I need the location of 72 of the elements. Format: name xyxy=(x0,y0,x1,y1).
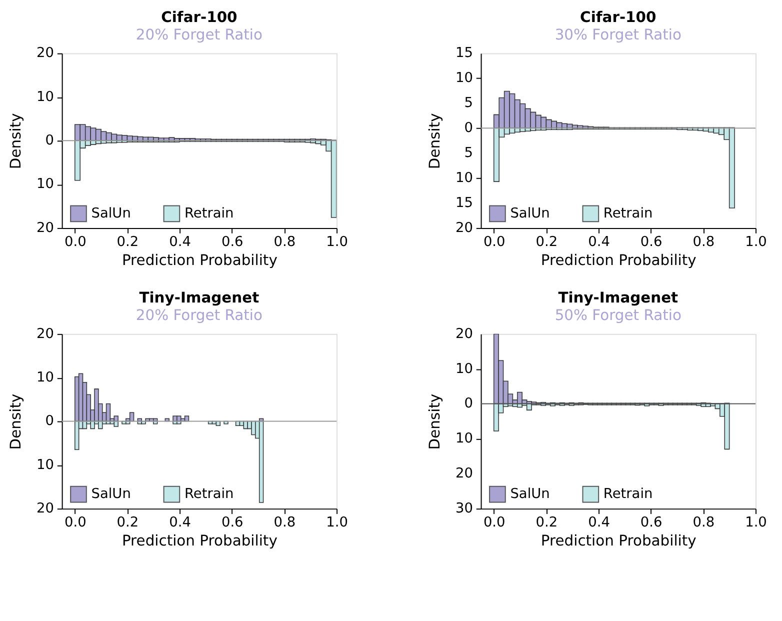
x-tick-label: 0.2 xyxy=(536,514,558,531)
x-tick-label: 0.0 xyxy=(64,514,86,531)
y-tick-label: 5 xyxy=(464,95,473,112)
legend-label: SalUn xyxy=(510,206,550,222)
x-tick-label: 0.8 xyxy=(692,234,715,250)
x-tick-label: 0.6 xyxy=(221,234,244,250)
y-tick-label: 20 xyxy=(455,220,473,236)
x-tick-label: 0.4 xyxy=(588,514,610,531)
legend-label: Retrain xyxy=(184,486,234,502)
x-tick-label: 1.0 xyxy=(745,514,767,531)
x-tick-label: 0.4 xyxy=(588,234,610,250)
y-tick-label: 15 xyxy=(455,45,473,62)
legend-label: Retrain xyxy=(603,206,653,222)
chart-subtitle: 30% Forget Ratio xyxy=(554,26,682,44)
chart-title: Cifar-100 xyxy=(161,8,238,26)
y-tick-label: 20 xyxy=(36,326,54,342)
chart-subtitle: 20% Forget Ratio xyxy=(136,307,262,324)
y-tick-label: 10 xyxy=(455,70,473,86)
legend-label: SalUn xyxy=(91,486,131,502)
x-tick-label: 0.6 xyxy=(221,514,244,531)
x-tick-label: 0.8 xyxy=(692,514,715,531)
y-tick-label: 10 xyxy=(36,370,54,386)
x-axis-title: Prediction Probability xyxy=(122,532,278,550)
x-axis-title: Prediction Probability xyxy=(122,252,278,269)
legend-label: SalUn xyxy=(91,206,131,222)
x-tick-label: 0.0 xyxy=(64,234,86,250)
x-tick-label: 0.2 xyxy=(536,234,558,250)
y-tick-label: 10 xyxy=(36,88,54,105)
y-tick-label: 20 xyxy=(455,466,473,482)
x-tick-label: 0.4 xyxy=(169,514,191,531)
x-tick-label: 0.0 xyxy=(483,514,506,531)
y-tick-label: 10 xyxy=(36,456,54,473)
x-tick-label: 1.0 xyxy=(326,514,348,531)
y-tick-label: 10 xyxy=(36,176,54,192)
x-axis-title: Prediction Probability xyxy=(540,252,697,269)
y-tick-label: 0 xyxy=(464,396,473,412)
y-tick-label: 20 xyxy=(36,220,54,236)
y-tick-label: 20 xyxy=(455,326,473,342)
chart-title: Tiny-Imagenet xyxy=(139,290,260,307)
y-tick-label: 0 xyxy=(464,120,473,136)
x-tick-label: 1.0 xyxy=(326,234,348,250)
legend-label: Retrain xyxy=(603,486,653,502)
y-tick-label: 5 xyxy=(464,145,473,162)
y-axis-title: Density xyxy=(8,112,25,170)
y-tick-label: 0 xyxy=(45,132,54,149)
chart-title: Cifar-100 xyxy=(580,8,656,26)
chart-subtitle: 20% Forget Ratio xyxy=(136,26,262,44)
y-tick-label: 10 xyxy=(455,360,473,377)
x-tick-label: 0.8 xyxy=(274,234,296,250)
chart-title: Tiny-Imagenet xyxy=(558,290,678,307)
x-tick-label: 0.2 xyxy=(116,514,139,531)
x-tick-label: 0.4 xyxy=(169,234,191,250)
x-tick-label: 0.0 xyxy=(483,234,506,250)
y-axis-title: Density xyxy=(426,112,444,170)
x-tick-label: 1.0 xyxy=(745,234,767,250)
y-tick-label: 30 xyxy=(455,500,473,516)
x-tick-label: 0.8 xyxy=(274,514,296,531)
y-tick-label: 0 xyxy=(45,413,54,430)
y-tick-label: 20 xyxy=(36,45,54,62)
legend-label: Retrain xyxy=(184,206,234,222)
x-tick-label: 0.6 xyxy=(640,514,662,531)
y-axis-title: Density xyxy=(8,394,25,450)
y-tick-label: 10 xyxy=(455,170,473,186)
x-tick-label: 0.2 xyxy=(116,234,139,250)
x-axis-title: Prediction Probability xyxy=(540,532,697,550)
x-tick-label: 0.6 xyxy=(640,234,662,250)
chart-subtitle: 50% Forget Ratio xyxy=(554,307,682,324)
y-tick-label: 15 xyxy=(455,194,473,211)
legend-label: SalUn xyxy=(510,486,550,502)
y-tick-label: 20 xyxy=(36,500,54,516)
y-tick-label: 10 xyxy=(455,430,473,447)
y-axis-title: Density xyxy=(426,394,444,450)
